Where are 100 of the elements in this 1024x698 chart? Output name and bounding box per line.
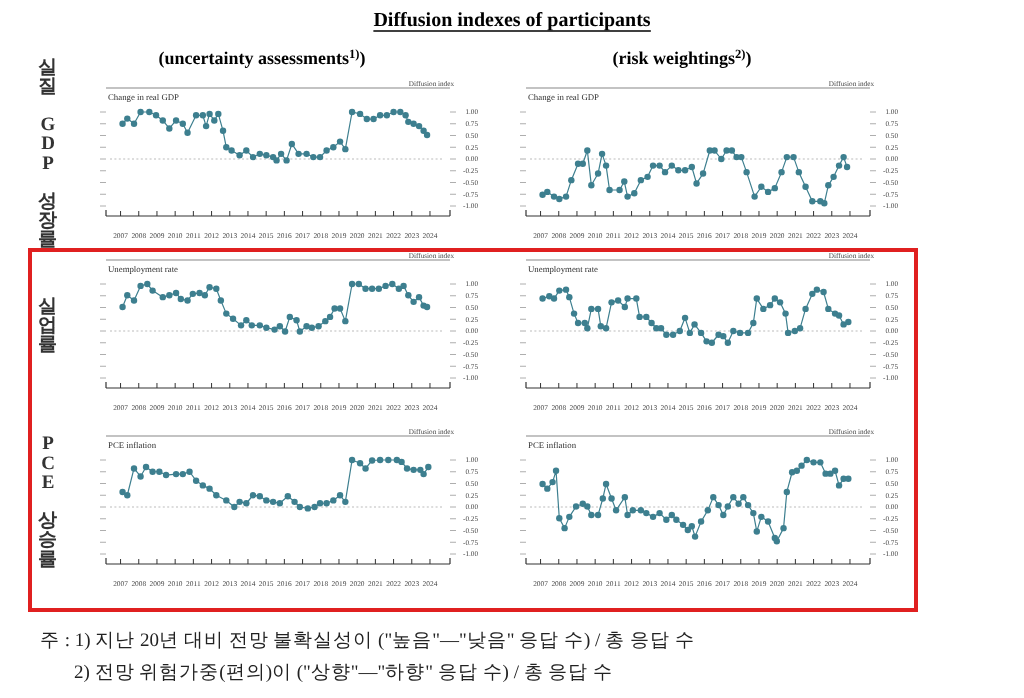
point bbox=[395, 285, 403, 292]
point bbox=[166, 292, 173, 299]
point bbox=[368, 285, 376, 292]
point bbox=[149, 287, 156, 294]
text: (uncertainty assessments$^{1)}$) bbox=[158, 47, 366, 68]
text: 2) 전망 위험가중(편의)이 ("상향"—"하향" 응답 수) / 총 응답 수 bbox=[74, 662, 614, 684]
point bbox=[288, 140, 296, 148]
point bbox=[177, 295, 185, 303]
point bbox=[753, 295, 760, 302]
point bbox=[649, 162, 657, 169]
point bbox=[213, 492, 220, 499]
point bbox=[718, 155, 725, 163]
point bbox=[764, 518, 772, 525]
point bbox=[276, 500, 284, 507]
point bbox=[284, 492, 292, 500]
point bbox=[643, 313, 650, 321]
point bbox=[776, 299, 784, 306]
point bbox=[612, 507, 620, 514]
point bbox=[688, 523, 696, 530]
point bbox=[760, 305, 767, 313]
point bbox=[202, 122, 210, 130]
point bbox=[697, 329, 705, 337]
point bbox=[243, 147, 250, 154]
point bbox=[263, 497, 270, 504]
point bbox=[845, 475, 852, 482]
point bbox=[817, 459, 824, 466]
point bbox=[835, 162, 843, 169]
point bbox=[316, 500, 324, 507]
point bbox=[423, 131, 431, 139]
point bbox=[728, 147, 736, 154]
point bbox=[376, 456, 384, 464]
point bbox=[681, 314, 689, 322]
point bbox=[397, 108, 404, 116]
point bbox=[566, 513, 573, 521]
point bbox=[389, 280, 396, 288]
point bbox=[813, 286, 821, 293]
point bbox=[715, 501, 722, 509]
point bbox=[550, 295, 558, 302]
point bbox=[362, 285, 369, 292]
point bbox=[681, 167, 689, 174]
point bbox=[644, 173, 651, 181]
point bbox=[606, 186, 613, 194]
point bbox=[649, 513, 657, 521]
point bbox=[782, 310, 789, 317]
point bbox=[572, 503, 580, 510]
point bbox=[330, 144, 337, 151]
point bbox=[137, 108, 144, 116]
point bbox=[810, 459, 817, 466]
point bbox=[809, 290, 816, 298]
point bbox=[845, 318, 852, 326]
point bbox=[315, 323, 322, 330]
point bbox=[356, 110, 364, 118]
point bbox=[189, 290, 197, 298]
point bbox=[673, 516, 680, 523]
point bbox=[331, 305, 338, 312]
point bbox=[368, 457, 376, 464]
point bbox=[697, 518, 705, 525]
point bbox=[588, 182, 595, 189]
point bbox=[199, 482, 207, 489]
point bbox=[263, 152, 270, 159]
point bbox=[783, 153, 791, 161]
point bbox=[584, 503, 591, 510]
point bbox=[130, 120, 138, 127]
point bbox=[684, 526, 692, 534]
point bbox=[740, 493, 747, 501]
point bbox=[217, 297, 225, 304]
point bbox=[192, 112, 200, 119]
point bbox=[186, 468, 193, 475]
point bbox=[410, 466, 417, 474]
point bbox=[166, 125, 173, 132]
point bbox=[219, 127, 227, 134]
point bbox=[237, 322, 245, 329]
text: 실업률 bbox=[38, 295, 58, 357]
point bbox=[544, 485, 551, 492]
point bbox=[192, 477, 200, 484]
point bbox=[223, 144, 230, 151]
point bbox=[303, 323, 310, 330]
point bbox=[556, 515, 563, 522]
point bbox=[277, 150, 285, 158]
point bbox=[758, 183, 765, 190]
point bbox=[156, 468, 163, 475]
point bbox=[825, 305, 832, 313]
point bbox=[791, 327, 799, 335]
point bbox=[196, 289, 203, 297]
point bbox=[281, 328, 289, 335]
point bbox=[417, 466, 424, 474]
point bbox=[562, 286, 570, 293]
point bbox=[608, 495, 615, 502]
point bbox=[137, 473, 144, 480]
point bbox=[303, 150, 310, 158]
point bbox=[594, 305, 602, 313]
point bbox=[594, 511, 602, 519]
point bbox=[142, 463, 150, 471]
point bbox=[720, 332, 727, 340]
point bbox=[820, 288, 827, 296]
point bbox=[802, 183, 809, 190]
point bbox=[398, 458, 405, 466]
point bbox=[243, 316, 250, 324]
point bbox=[679, 521, 687, 529]
point bbox=[206, 485, 213, 492]
